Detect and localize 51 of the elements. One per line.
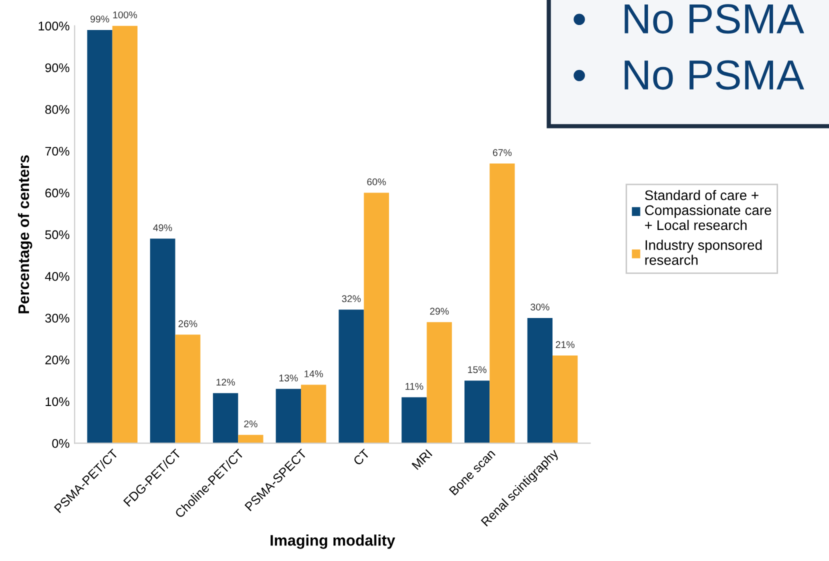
data-label: 21%: [556, 341, 574, 348]
data-label: 26%: [178, 320, 198, 328]
bar: [527, 318, 553, 444]
data-label: 49%: [153, 224, 172, 232]
annotation: • No PSMA: [574, 60, 804, 90]
y-tick-label: 40%: [45, 272, 70, 281]
y-tick-label: 70%: [45, 146, 70, 156]
data-label: 30%: [530, 304, 550, 310]
annotation: • No PSMA: [574, 4, 804, 34]
y-tick-label: 80%: [45, 105, 70, 114]
y-tick-label: 0%: [52, 438, 70, 448]
x-tick-label: CT: [352, 448, 370, 466]
bar: [490, 164, 515, 444]
data-label: 11%: [406, 382, 424, 390]
bar: [87, 30, 112, 444]
data-label: 60%: [367, 178, 386, 186]
bar: [426, 322, 452, 444]
data-label: 13%: [279, 374, 298, 382]
data-label: 15%: [468, 366, 486, 374]
y-tick-label: 20%: [45, 356, 70, 364]
data-label: 12%: [216, 378, 235, 386]
data-label: 29%: [430, 308, 449, 315]
data-label: 32%: [342, 295, 361, 302]
bar: [212, 393, 238, 444]
bar: [150, 238, 176, 444]
y-axis-title: Percentage of centers: [18, 155, 32, 314]
x-axis-title: Imaging modality: [270, 534, 396, 549]
y-tick-label: 30%: [45, 314, 70, 323]
y-tick-label: 100%: [38, 22, 70, 30]
bar: [276, 388, 301, 444]
bar: [112, 26, 138, 444]
y-tick-label: 50%: [45, 230, 70, 240]
data-label: 67%: [492, 149, 512, 156]
bar: [464, 380, 490, 444]
data-label: 99%: [90, 16, 110, 23]
y-tick-label: 10%: [46, 397, 70, 406]
bar: [238, 434, 264, 444]
x-tick-label: MRI: [412, 449, 432, 470]
data-label: 100%: [113, 11, 138, 18]
bar: [338, 310, 364, 444]
bar: [300, 384, 326, 444]
bar: [364, 192, 390, 444]
legend-label: Standard of care + Compassionate care + Local research: [645, 190, 772, 230]
legend-label: Industry sponsored research: [645, 240, 762, 265]
y-tick-label: 60%: [45, 188, 70, 198]
bar: [175, 334, 200, 444]
y-tick-label: 90%: [45, 63, 70, 72]
bar: [552, 356, 578, 444]
bar: [402, 397, 427, 444]
data-label: 14%: [304, 370, 323, 378]
data-label: 2%: [244, 420, 258, 428]
